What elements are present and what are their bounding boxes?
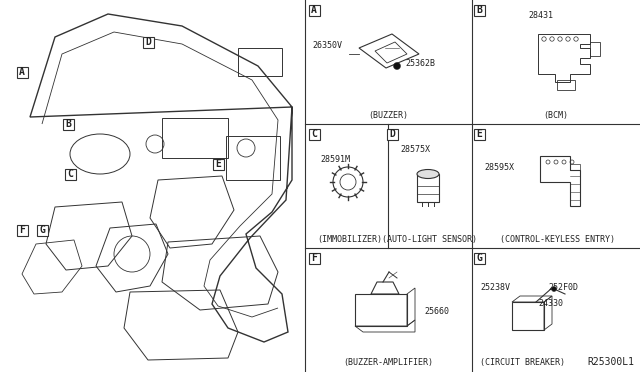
Bar: [474, 4, 484, 16]
Text: A: A: [19, 67, 25, 77]
Text: 25238V: 25238V: [480, 283, 510, 292]
Text: (BUZZER-AMPLIFIER): (BUZZER-AMPLIFIER): [343, 358, 433, 367]
Bar: [17, 224, 28, 235]
Text: G: G: [476, 253, 482, 263]
Bar: [474, 253, 484, 263]
Bar: [36, 224, 47, 235]
Text: B: B: [476, 5, 482, 15]
Bar: [308, 253, 319, 263]
Bar: [162, 118, 228, 158]
Text: (CONTROL-KEYLESS ENTRY): (CONTROL-KEYLESS ENTRY): [500, 235, 616, 244]
Text: 25660: 25660: [424, 308, 449, 317]
Text: 24330: 24330: [538, 299, 563, 308]
Text: 28591M: 28591M: [320, 154, 350, 164]
Bar: [557, 80, 575, 90]
Text: 25362B: 25362B: [405, 60, 435, 68]
Text: (CIRCUIT BREAKER): (CIRCUIT BREAKER): [479, 358, 564, 367]
Text: (BUZZER): (BUZZER): [368, 111, 408, 120]
Text: (BCM): (BCM): [543, 111, 568, 120]
Bar: [308, 4, 319, 16]
Bar: [474, 128, 484, 140]
Text: B: B: [65, 119, 71, 129]
Text: R25300L1: R25300L1: [587, 357, 634, 367]
Bar: [387, 128, 397, 140]
Text: A: A: [311, 5, 317, 15]
Text: D: D: [389, 129, 395, 139]
Text: 252F0D: 252F0D: [548, 283, 578, 292]
Bar: [308, 128, 319, 140]
Text: 26350V: 26350V: [312, 41, 342, 49]
Ellipse shape: [417, 170, 439, 179]
Text: F: F: [311, 253, 317, 263]
Text: C: C: [311, 129, 317, 139]
Text: (AUTO-LIGHT SENSOR): (AUTO-LIGHT SENSOR): [383, 235, 477, 244]
Text: (IMMOBILIZER): (IMMOBILIZER): [317, 235, 383, 244]
Circle shape: [394, 62, 401, 70]
Text: 28575X: 28575X: [400, 145, 430, 154]
Bar: [17, 67, 28, 77]
Bar: [212, 158, 223, 170]
Bar: [63, 119, 74, 129]
Bar: [417, 174, 439, 202]
Text: C: C: [67, 169, 73, 179]
Bar: [226, 136, 280, 180]
Text: F: F: [19, 225, 25, 235]
Circle shape: [552, 286, 557, 292]
Bar: [65, 169, 76, 180]
Bar: [570, 164, 580, 170]
Bar: [590, 42, 600, 56]
Bar: [143, 36, 154, 48]
Text: G: G: [39, 225, 45, 235]
Text: E: E: [215, 159, 221, 169]
Text: 28431: 28431: [528, 12, 553, 20]
Text: E: E: [476, 129, 482, 139]
Bar: [238, 48, 282, 76]
Text: 28595X: 28595X: [484, 164, 514, 173]
Text: D: D: [145, 37, 151, 47]
